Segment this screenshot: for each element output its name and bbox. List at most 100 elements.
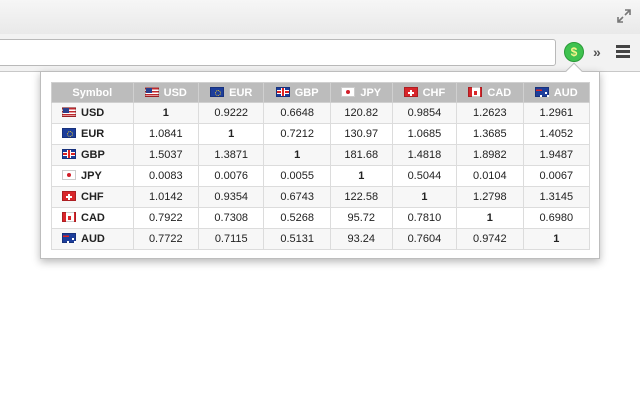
rate-cell: 1.3685 bbox=[456, 123, 524, 145]
currency-popup: Symbol USD EUR GBP JPY CHF CAD AUD USD 1 0.9222 0… bbox=[40, 62, 600, 259]
rate-cell: 1.2798 bbox=[456, 186, 524, 208]
table-header-row: Symbol USD EUR GBP JPY CHF CAD AUD bbox=[51, 82, 591, 103]
column-header-chf: CHF bbox=[391, 82, 458, 103]
row-symbol-label: GBP bbox=[81, 149, 105, 161]
rate-cell: 1 bbox=[197, 123, 265, 145]
usd-flag-icon bbox=[144, 86, 159, 97]
rate-cell: 1.3871 bbox=[197, 144, 265, 166]
column-header-usd: USD bbox=[132, 82, 200, 103]
rate-cell: 0.0083 bbox=[132, 165, 200, 187]
rate-cell: 0.7212 bbox=[263, 123, 331, 145]
column-header-label: CAD bbox=[487, 86, 512, 99]
rate-cell: 122.58 bbox=[329, 186, 393, 208]
rate-cell: 0.9742 bbox=[456, 228, 524, 250]
row-symbol-cell: CAD bbox=[51, 207, 134, 229]
column-header-label: CHF bbox=[422, 86, 446, 99]
currency-extension-button[interactable]: $ bbox=[564, 42, 584, 62]
title-bar bbox=[0, 0, 640, 34]
column-header-cad: CAD bbox=[456, 82, 524, 103]
table-row: CHF 1.0142 0.9354 0.6743 122.58 1 1.2798 1.3145 bbox=[51, 186, 591, 208]
rate-cell: 0.7810 bbox=[391, 207, 458, 229]
rate-cell: 0.9222 bbox=[197, 102, 265, 124]
double-chevron-right-icon[interactable]: » bbox=[593, 44, 601, 60]
table-row: AUD 0.7722 0.7115 0.5131 93.24 0.7604 0.9742 1 bbox=[51, 228, 591, 250]
eur-flag-icon bbox=[62, 128, 76, 138]
table-row: GBP 1.5037 1.3871 1 181.68 1.4818 1.8982 1.9487 bbox=[51, 144, 591, 166]
rate-cell: 1.4818 bbox=[391, 144, 458, 166]
rate-cell: 0.7604 bbox=[391, 228, 458, 250]
column-header-jpy: JPY bbox=[329, 82, 393, 103]
column-header-aud: AUD bbox=[522, 82, 591, 103]
column-header-label: GBP bbox=[294, 86, 319, 99]
rate-cell: 1.3145 bbox=[522, 186, 591, 208]
rate-cell: 1.8982 bbox=[456, 144, 524, 166]
aud-flag-icon bbox=[534, 86, 549, 97]
rate-cell: 1.0685 bbox=[391, 123, 458, 145]
row-symbol-label: USD bbox=[81, 107, 105, 119]
rate-cell: 0.5044 bbox=[391, 165, 458, 187]
column-header-label: USD bbox=[163, 86, 187, 99]
row-symbol-label: CAD bbox=[81, 212, 105, 224]
cad-flag-icon bbox=[468, 86, 483, 97]
column-header-label: JPY bbox=[360, 86, 382, 99]
rate-cell: 0.6980 bbox=[522, 207, 591, 229]
table-row: JPY 0.0083 0.0076 0.0055 1 0.5044 0.0104 0.0067 bbox=[51, 165, 591, 187]
row-symbol-label: CHF bbox=[81, 191, 104, 203]
rate-cell: 0.0076 bbox=[197, 165, 265, 187]
row-symbol-label: EUR bbox=[81, 128, 105, 140]
row-symbol-cell: CHF bbox=[51, 186, 134, 208]
rate-cell: 0.6743 bbox=[263, 186, 331, 208]
column-header-label: AUD bbox=[553, 86, 578, 99]
rate-cell: 1 bbox=[132, 102, 200, 124]
row-symbol-cell: JPY bbox=[51, 165, 134, 187]
rate-cell: 1 bbox=[391, 186, 458, 208]
rate-cell: 0.6648 bbox=[263, 102, 331, 124]
rate-cell: 1.2961 bbox=[522, 102, 591, 124]
rate-cell: 1 bbox=[329, 165, 393, 187]
rate-cell: 1.0841 bbox=[132, 123, 200, 145]
rate-cell: 0.5131 bbox=[263, 228, 331, 250]
rate-cell: 130.97 bbox=[329, 123, 393, 145]
rate-cell: 1.0142 bbox=[132, 186, 200, 208]
rate-cell: 93.24 bbox=[329, 228, 393, 250]
rate-cell: 181.68 bbox=[329, 144, 393, 166]
row-symbol-label: AUD bbox=[81, 233, 105, 245]
eur-flag-icon bbox=[210, 86, 225, 97]
exchange-rate-table: Symbol USD EUR GBP JPY CHF CAD AUD USD 1 0.9222 0… bbox=[51, 82, 591, 250]
row-symbol-cell: EUR bbox=[51, 123, 134, 145]
usd-flag-icon bbox=[62, 107, 76, 117]
rate-cell: 95.72 bbox=[329, 207, 393, 229]
column-header-label: EUR bbox=[229, 86, 253, 99]
address-bar[interactable] bbox=[0, 39, 556, 66]
table-body: USD 1 0.9222 0.6648 120.82 0.9854 1.2623 1.2961… bbox=[51, 102, 591, 250]
hamburger-menu-icon[interactable] bbox=[614, 43, 632, 61]
jpy-flag-icon bbox=[341, 86, 356, 97]
rate-cell: 1.4052 bbox=[522, 123, 591, 145]
row-symbol-cell: USD bbox=[51, 102, 134, 124]
row-symbol-label: JPY bbox=[81, 170, 102, 182]
aud-flag-icon bbox=[62, 233, 76, 243]
rate-cell: 1 bbox=[456, 207, 524, 229]
row-symbol-cell: GBP bbox=[51, 144, 134, 166]
browser-toolbar: $ » bbox=[0, 34, 640, 72]
rate-cell: 0.0104 bbox=[456, 165, 524, 187]
cad-flag-icon bbox=[62, 212, 76, 222]
gbp-flag-icon bbox=[62, 149, 76, 159]
table-row: CAD 0.7922 0.7308 0.5268 95.72 0.7810 1 0.6980 bbox=[51, 207, 591, 229]
rate-cell: 1.2623 bbox=[456, 102, 524, 124]
column-header-eur: EUR bbox=[197, 82, 265, 103]
rate-cell: 0.7308 bbox=[197, 207, 265, 229]
chf-flag-icon bbox=[62, 191, 76, 201]
rate-cell: 0.9854 bbox=[391, 102, 458, 124]
rate-cell: 0.7922 bbox=[132, 207, 200, 229]
rate-cell: 0.5268 bbox=[263, 207, 331, 229]
rate-cell: 1.5037 bbox=[132, 144, 200, 166]
rate-cell: 0.9354 bbox=[197, 186, 265, 208]
table-row: EUR 1.0841 1 0.7212 130.97 1.0685 1.3685 1.4052 bbox=[51, 123, 591, 145]
rate-cell: 0.7722 bbox=[132, 228, 200, 250]
rate-cell: 1.9487 bbox=[522, 144, 591, 166]
restore-window-icon[interactable] bbox=[616, 8, 632, 24]
rate-cell: 0.0055 bbox=[263, 165, 331, 187]
row-symbol-cell: AUD bbox=[51, 228, 134, 250]
rate-cell: 1 bbox=[522, 228, 591, 250]
